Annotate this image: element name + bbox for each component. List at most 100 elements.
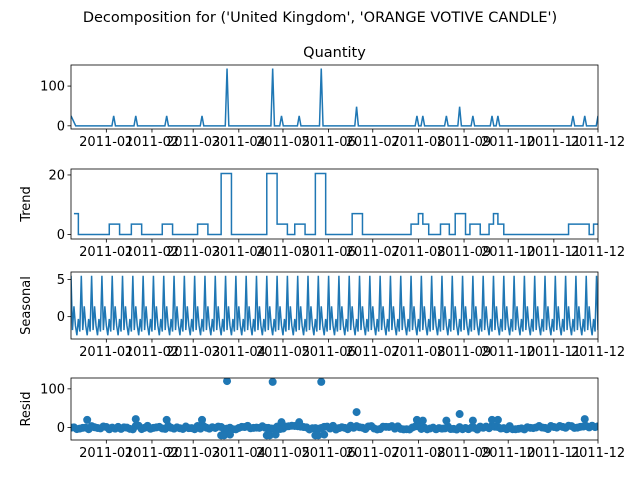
x-tick-label: 2011-08 (391, 245, 445, 260)
resid-axes-frame (70, 377, 599, 441)
x-tick-label: 2011-06 (301, 345, 355, 360)
resid-ylabel: Resid (19, 391, 34, 426)
x-tick-label: 2011-01 (79, 135, 133, 150)
x-tick-label: 2011-03 (166, 135, 220, 150)
panel-observed: 01002011-012011-022011-032011-042011-052… (40, 45, 625, 150)
x-tick-label: 2011-10 (481, 446, 535, 461)
x-tick-label: 2011-09 (437, 245, 491, 260)
resid-point (162, 415, 171, 424)
seasonal-line (71, 275, 598, 336)
resid-point (268, 378, 277, 386)
resid-point (418, 416, 427, 425)
y-tick-label: 100 (40, 80, 65, 95)
x-tick-label: 2011-10 (481, 135, 535, 150)
x-tick-label: 2011-11 (527, 446, 581, 461)
x-tick-label: 2011-09 (437, 345, 491, 360)
x-tick-label: 2011-02 (125, 245, 179, 260)
x-tick-label: 2011-11 (527, 245, 581, 260)
resid-point (412, 415, 421, 424)
figure-suptitle: Decomposition for ('United Kingdom', 'OR… (83, 10, 557, 26)
x-tick-label: 2011-09 (437, 446, 491, 461)
y-tick-label: 0 (57, 310, 65, 325)
resid-point (131, 415, 140, 424)
x-tick-label: 2011-07 (346, 135, 400, 150)
x-tick-label: 2011-11 (527, 135, 581, 150)
x-tick-label: 2011-12 (571, 446, 625, 461)
x-tick-label: 2011-06 (301, 446, 355, 461)
x-tick-label: 2011-07 (346, 245, 400, 260)
y-tick-label: 0 (57, 228, 65, 243)
y-tick-label: 100 (40, 382, 65, 397)
x-tick-label: 2011-04 (212, 135, 266, 150)
x-tick-label: 2011-08 (391, 135, 445, 150)
x-tick-label: 2011-03 (166, 345, 220, 360)
x-tick-label: 2011-10 (481, 345, 535, 360)
x-tick-label: 2011-06 (301, 245, 355, 260)
resid-point (455, 410, 464, 419)
seasonal-plot-area (71, 275, 598, 336)
resid-point (223, 378, 232, 386)
x-tick-label: 2011-05 (256, 446, 310, 461)
x-tick-label: 2011-05 (256, 345, 310, 360)
resid-point (225, 430, 234, 439)
panel-seasonal: 052011-012011-022011-032011-042011-05201… (19, 271, 625, 360)
y-tick-label: 0 (57, 119, 65, 134)
seasonal-axes-frame (70, 271, 599, 340)
resid-point (352, 408, 361, 417)
panel-resid: 01002011-012011-022011-032011-042011-052… (19, 377, 625, 461)
resid-point (271, 430, 280, 439)
resid-plot-area (71, 378, 598, 440)
x-tick-label: 2011-05 (256, 135, 310, 150)
resid-point (277, 418, 286, 427)
x-tick-label: 2011-10 (481, 245, 535, 260)
seasonal-ylabel: Seasonal (19, 276, 34, 335)
resid-point (468, 416, 477, 425)
x-tick-label: 2011-06 (301, 135, 355, 150)
y-tick-label: 20 (48, 168, 65, 183)
trend-axes-frame (70, 168, 599, 240)
x-tick-label: 2011-02 (125, 446, 179, 461)
resid-point (493, 415, 502, 424)
observed-axes-frame (70, 64, 599, 130)
x-tick-label: 2011-11 (527, 345, 581, 360)
x-tick-label: 2011-01 (79, 345, 133, 360)
x-tick-label: 2011-02 (125, 135, 179, 150)
resid-point (317, 378, 326, 386)
x-tick-label: 2011-12 (571, 135, 625, 150)
x-tick-label: 2011-07 (346, 345, 400, 360)
resid-point (265, 431, 274, 440)
resid-point (442, 416, 451, 425)
resid-point (314, 431, 323, 440)
panel-trend: 0202011-012011-022011-032011-042011-0520… (19, 168, 625, 260)
y-tick-label: 0 (57, 421, 65, 436)
quantity-line (71, 68, 598, 127)
x-tick-label: 2011-03 (166, 446, 220, 461)
x-tick-label: 2011-05 (256, 245, 310, 260)
x-tick-label: 2011-08 (391, 345, 445, 360)
observed-title: Quantity (303, 45, 366, 61)
x-tick-label: 2011-12 (571, 245, 625, 260)
resid-point (83, 415, 92, 424)
resid-point (580, 415, 589, 424)
resid-point (295, 418, 304, 427)
trend-plot-area (73, 172, 598, 236)
x-tick-label: 2011-07 (346, 446, 400, 461)
x-tick-label: 2011-01 (79, 446, 133, 461)
resid-point (198, 415, 207, 424)
x-tick-label: 2011-03 (166, 245, 220, 260)
x-tick-label: 2011-04 (212, 345, 266, 360)
trend-line (73, 172, 598, 236)
observed-plot-area (71, 68, 598, 127)
resid-point (488, 415, 497, 424)
resid-point (320, 430, 329, 439)
resid-point (220, 431, 229, 440)
trend-ylabel: Trend (19, 186, 34, 223)
x-tick-label: 2011-02 (125, 345, 179, 360)
y-tick-label: 5 (57, 273, 65, 288)
x-tick-label: 2011-08 (391, 446, 445, 461)
x-tick-label: 2011-01 (79, 245, 133, 260)
x-tick-label: 2011-12 (571, 345, 625, 360)
resid-point (594, 422, 598, 431)
x-tick-label: 2011-04 (212, 446, 266, 461)
